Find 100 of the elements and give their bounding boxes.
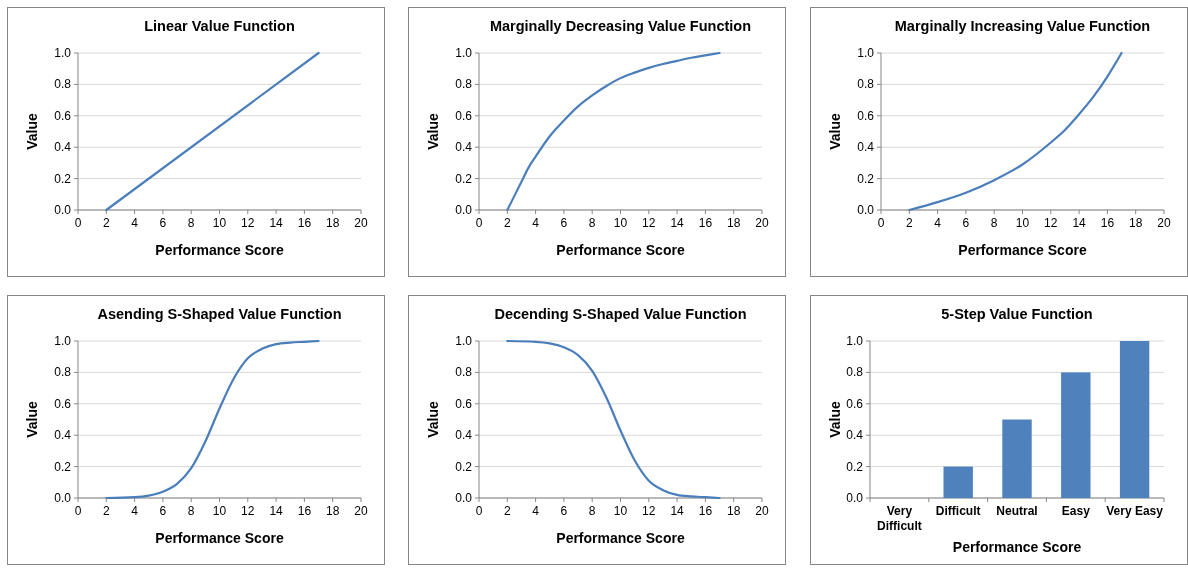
x-tick-label: 16 [297,504,312,518]
x-tick-label: 12 [1044,216,1058,230]
x-tick-label: 6 [560,216,568,230]
bar [943,466,973,498]
x-tick-label: 14 [269,216,284,230]
x-tick-label: 20 [354,216,368,230]
x-tick-label: 2 [503,216,511,230]
x-axis-title: Performance Score [556,242,685,258]
x-tick-label: 12 [642,504,656,518]
y-axis-title: Value [425,113,441,150]
x-tick-label: 14 [269,504,284,518]
y-tick-label: 1.0 [857,46,875,60]
y-tick-label: 0.6 [846,396,864,411]
x-tick-label: 6 [159,216,167,230]
x-tick-label: 0 [877,216,885,230]
x-tick-label: 10 [1015,216,1030,230]
y-tick-label: 0.2 [455,459,473,474]
x-tick-label: 18 [326,216,340,230]
x-tick-label: 12 [241,504,255,518]
x-tick-label: 0 [475,504,483,518]
x-tick-label: 6 [560,504,568,518]
y-tick-label: 0.8 [54,77,72,92]
x-tick-label: 18 [727,504,741,518]
line-series [105,339,320,500]
chart-title: Linear Value Function [144,18,295,34]
x-tick-label: 4 [131,504,139,518]
x-tick-label: 4 [934,216,942,230]
x-axis-title: Performance Score [952,539,1082,555]
y-tick-label: 0.0 [54,491,72,505]
y-axis-title: Value [827,401,843,438]
x-tick-label: 20 [354,504,368,518]
y-tick-label: 1.0 [455,46,473,60]
x-tick-label: 8 [187,504,195,518]
chart-title: Decending S-Shaped Value Function [494,306,747,322]
x-tick-label: 4 [532,504,540,518]
x-tick-label: 20 [1157,216,1171,230]
x-tick-label: 6 [962,216,970,230]
y-tick-label: 1.0 [846,334,864,348]
chart-title: Asending S-Shaped Value Function [97,306,342,322]
y-tick-label: 1.0 [54,334,72,348]
x-axis-title: Performance Score [155,242,284,258]
bar [1119,341,1150,498]
x-tick-label: 20 [755,504,769,518]
y-tick-label: 0.0 [857,203,875,217]
y-tick-label: 0.4 [54,140,72,155]
y-tick-label: 0.2 [54,459,72,474]
bar [1002,419,1032,498]
y-axis-title: Value [425,401,441,438]
x-tick-label: Easy [1061,504,1091,518]
y-tick-label: 1.0 [455,334,473,348]
x-tick-label: 18 [1129,216,1143,230]
x-tick-label: 10 [613,216,628,230]
y-tick-label: 0.2 [857,171,875,186]
y-axis-title: Value [24,401,40,438]
x-tick-label: 2 [102,504,110,518]
x-axis-title: Performance Score [958,242,1087,258]
x-tick-label: 18 [727,216,741,230]
y-tick-label: 0.2 [455,171,473,186]
x-tick-label: 20 [755,216,769,230]
x-tick-label: 16 [698,504,713,518]
x-tick-label: 0 [74,216,82,230]
x-tick-label: 14 [670,216,685,230]
chart-title: 5-Step Value Function [941,306,1093,322]
y-tick-label: 0.8 [54,365,72,380]
y-tick-label: 1.0 [54,46,72,60]
y-tick-label: 0.8 [455,365,473,380]
y-tick-label: 0.0 [54,203,72,217]
x-tick-label: 12 [241,216,255,230]
y-tick-label: 0.4 [857,140,875,155]
y-tick-label: 0.2 [846,459,864,474]
y-axis-title: Value [24,113,40,150]
x-tick-label: 4 [532,216,540,230]
y-tick-label: 0.6 [455,396,473,411]
x-tick-label: 2 [102,216,110,230]
y-tick-label: 0.8 [455,77,473,92]
y-tick-label: 0.0 [455,203,473,217]
x-tick-label: 16 [1100,216,1115,230]
x-tick-label: 8 [990,216,998,230]
line-series [908,51,1123,212]
line-series [506,51,721,212]
line-series [506,339,721,500]
x-tick-label: Very Difficult [877,504,922,533]
x-tick-label: 16 [297,216,312,230]
y-tick-label: 0.8 [857,77,875,92]
y-tick-label: 0.6 [54,396,72,411]
x-tick-label: 8 [588,216,596,230]
x-tick-label: 0 [475,216,483,230]
y-tick-label: 0.6 [455,108,473,123]
y-tick-label: 0.8 [846,365,864,380]
chart-title: Marginally Decreasing Value Function [489,18,752,34]
y-tick-label: 0.4 [54,428,72,443]
x-tick-label: 4 [131,216,139,230]
x-tick-label: 18 [326,504,340,518]
y-tick-label: 0.4 [846,428,864,443]
bar [1061,372,1091,498]
x-tick-label: 16 [698,216,713,230]
x-tick-label: 2 [905,216,913,230]
x-tick-label: 12 [642,216,656,230]
x-tick-label: 10 [613,504,628,518]
y-tick-label: 0.6 [857,108,875,123]
